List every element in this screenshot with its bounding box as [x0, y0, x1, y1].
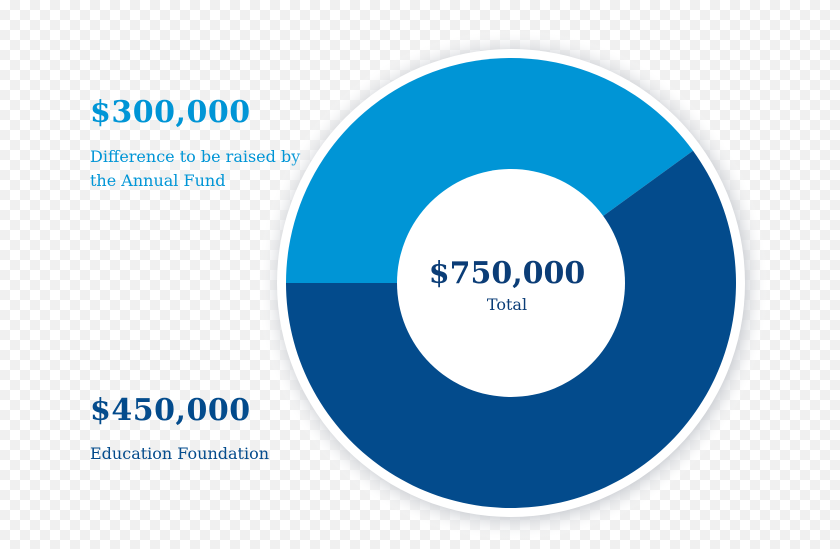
education-foundation-description: Education Foundation: [90, 444, 270, 463]
annual-fund-description: Difference to be raised by the Annual Fu…: [90, 147, 301, 190]
total-value: $750,000: [429, 256, 586, 291]
donut-hole: [397, 169, 625, 397]
education-foundation-amount: $450,000: [90, 393, 251, 428]
annual-fund-label: $300,000 Difference to be raised by the …: [90, 98, 320, 193]
education-foundation-label: $450,000 Education Foundation: [90, 396, 269, 466]
slice-annual-fund: [286, 58, 694, 284]
annual-fund-amount: $300,000: [90, 95, 251, 130]
total-caption: Total: [487, 295, 527, 314]
